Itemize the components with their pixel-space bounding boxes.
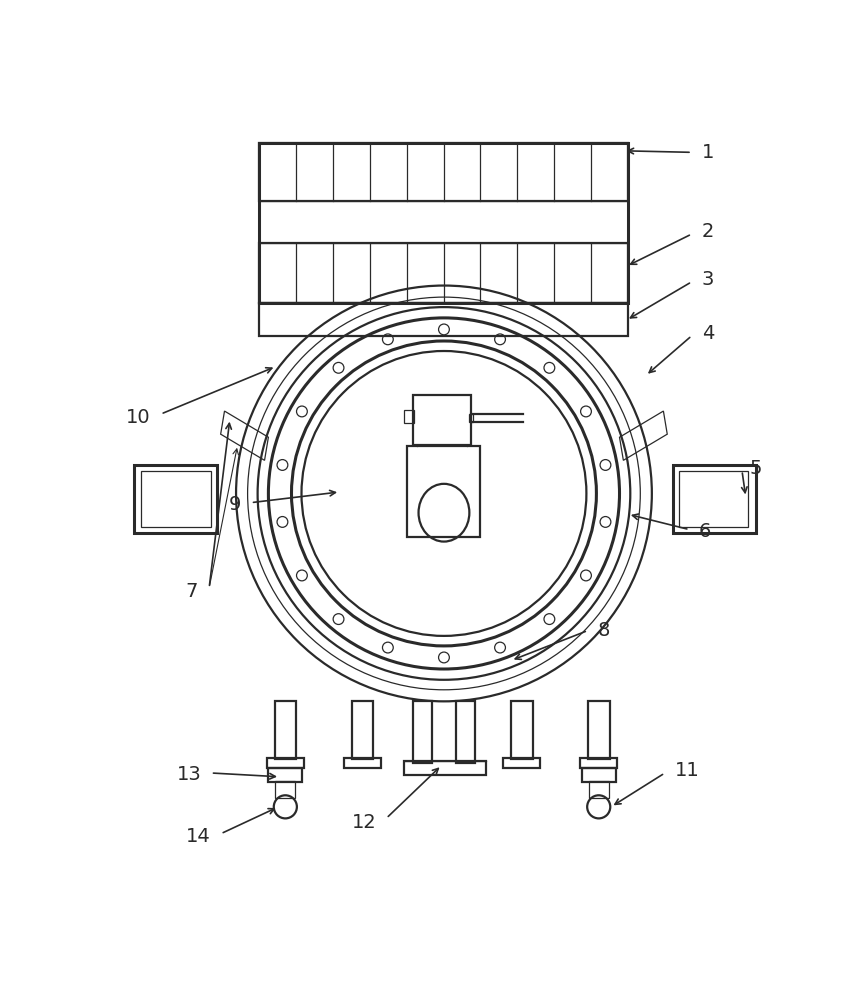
Bar [134,465,217,533]
Bar [404,410,414,423]
Bar [259,143,628,303]
Bar [344,758,381,768]
Text: 8: 8 [597,621,610,640]
Bar [468,414,473,422]
Bar [582,768,616,782]
Text: 12: 12 [351,813,376,832]
Text: 1: 1 [702,143,714,162]
Bar [414,395,471,445]
Bar [588,701,610,759]
Text: 9: 9 [229,495,241,514]
Bar [259,201,628,243]
Text: 7: 7 [186,582,198,601]
Bar [259,303,628,336]
Bar [679,471,748,527]
Bar [455,701,475,763]
Bar [275,701,297,759]
Text: 4: 4 [702,324,714,343]
Text: 10: 10 [126,408,151,427]
Bar [267,758,303,768]
Text: 2: 2 [702,222,714,241]
Text: 14: 14 [186,827,211,846]
Bar [511,701,532,759]
Bar [580,758,617,768]
Bar [351,701,373,759]
Text: 11: 11 [675,761,700,780]
Bar [673,465,756,533]
Bar [141,471,211,527]
Bar [404,761,486,774]
Bar [259,243,628,303]
Bar [589,781,609,798]
Text: 3: 3 [702,270,714,289]
Bar [259,143,628,201]
Bar [503,758,540,768]
Bar [276,781,296,798]
Bar [414,701,433,763]
Text: 6: 6 [699,522,711,541]
Bar [269,768,303,782]
Bar [407,446,480,537]
Text: 13: 13 [177,765,201,784]
Text: 5: 5 [750,459,762,478]
